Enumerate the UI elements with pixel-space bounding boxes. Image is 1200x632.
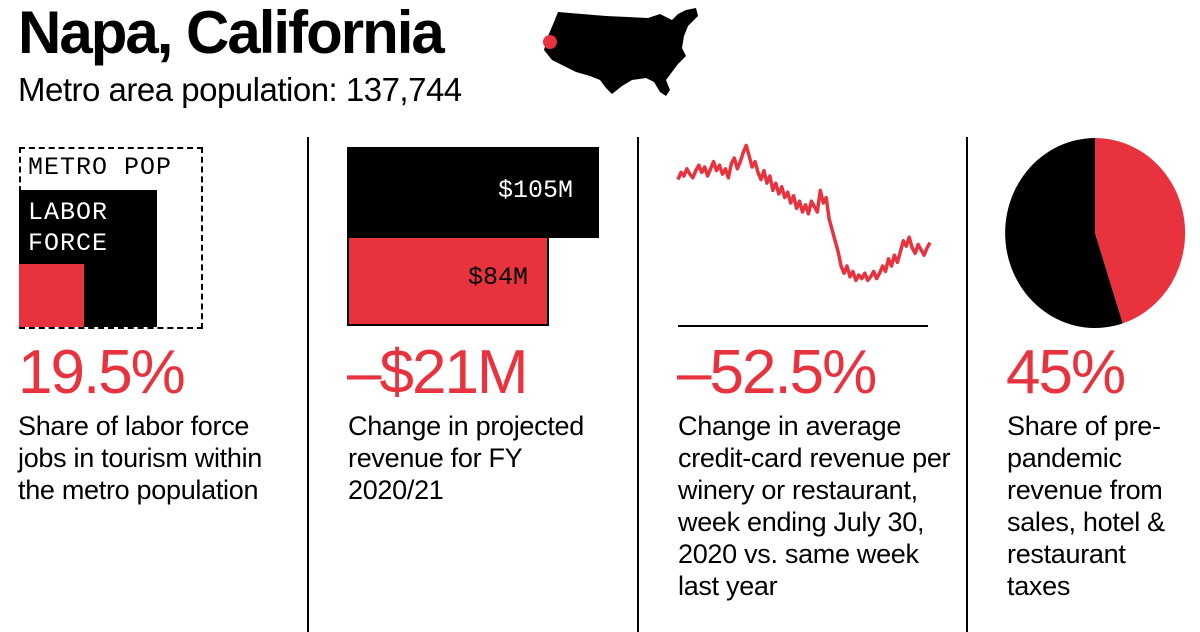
labor-force-label-line1: LABOR [28, 198, 109, 227]
stat-value-credit-card: –52.5% [677, 338, 877, 407]
stat-value-revenue: –$21M [347, 338, 529, 407]
tax-revenue-pie [1005, 137, 1186, 328]
labor-force-label: LABOR FORCE [28, 197, 108, 259]
column-divider-1 [307, 137, 309, 632]
stat-desc-labor: Share of labor force jobs in tourism wit… [18, 411, 262, 505]
revenue-label-105m: $105M [498, 176, 574, 205]
revenue-bar-84m [347, 238, 549, 326]
stat-desc-tax-share: Share of pre-pandemic revenue from sales… [1007, 411, 1165, 601]
pie-slice-tax-revenue [1095, 137, 1186, 324]
stat-value-labor: 19.5% [18, 338, 186, 407]
stat-value-tax-share: 45% [1006, 338, 1126, 407]
tourism-jobs-box [19, 264, 84, 327]
stat-desc-credit-card: Change in average credit-card revenue pe… [678, 411, 951, 601]
labor-force-label-line2: FORCE [28, 229, 109, 258]
pie-slice-other-revenue [1005, 138, 1123, 328]
column-divider-2 [637, 137, 639, 632]
revenue-label-84m: $84M [468, 263, 529, 292]
page-title: Napa, California [18, 0, 445, 66]
location-dot-icon [543, 35, 557, 49]
revenue-bar-105m [347, 147, 599, 238]
column-divider-3 [966, 137, 968, 632]
stat-desc-revenue: Change in projected revenue for FY 2020/… [348, 411, 584, 505]
population-subtitle: Metro area population: 137,744 [18, 71, 462, 108]
credit-card-series-line [676, 143, 932, 283]
credit-card-line-chart [676, 143, 932, 327]
us-map-icon [543, 8, 698, 96]
metro-pop-label: METRO POP [28, 153, 173, 182]
